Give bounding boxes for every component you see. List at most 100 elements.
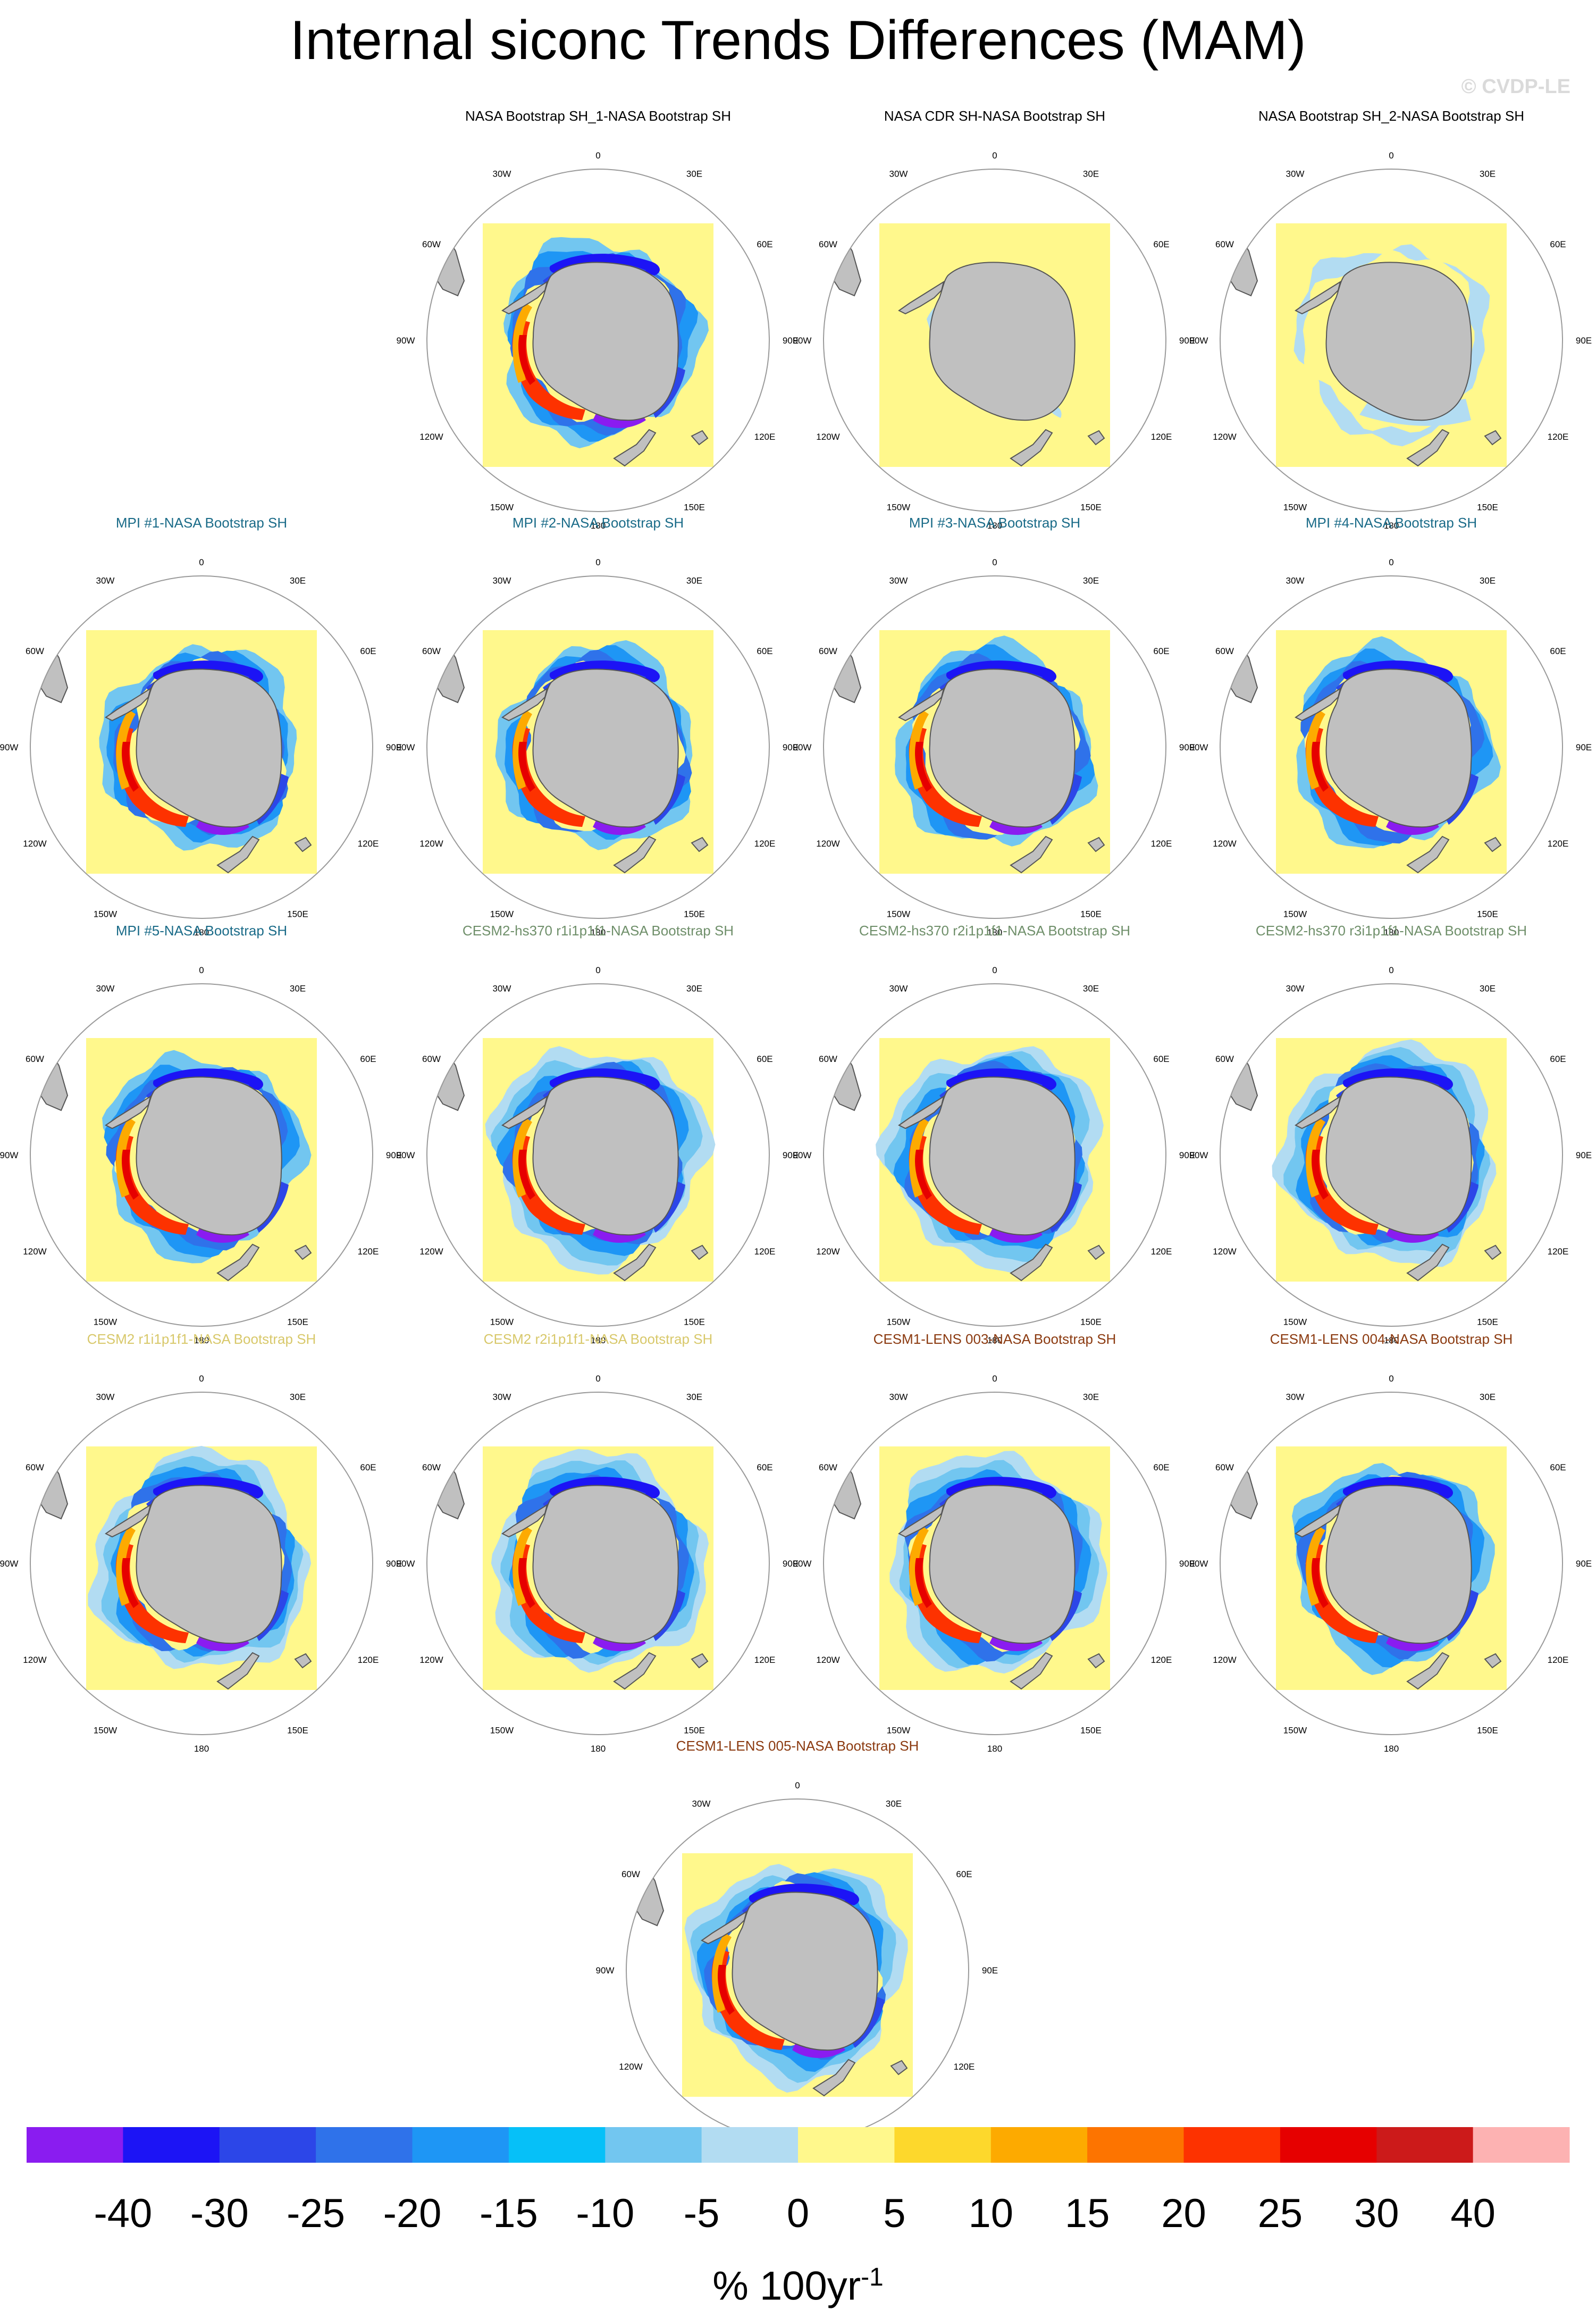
map-boundary-circle [823,575,1166,919]
antarctic-peninsula [1295,687,1341,722]
colorbar-swatch [605,2127,702,2163]
polar-map-panel: 0 30E 60E 90E 120E 150E 180 150W 120W 90W 60W 30W [397,965,799,1345]
lon-label-180: 180 [1384,1744,1399,1754]
colorbar-tick-label: -10 [576,2191,634,2236]
antarctic-peninsula [1295,1503,1341,1538]
lon-label-120e: 120E [1548,1246,1569,1257]
tasmania-landmass [691,836,709,852]
polar-map-panel: 0 30E 60E 90E 120E 150E 180 150W 120W 90W 60W 30W [397,1374,799,1754]
lon-label-0: 0 [199,1374,204,1384]
colorbar-tick-label: 5 [883,2191,905,2236]
lon-label-60w: 60W [819,1054,837,1064]
lon-label-180: 180 [987,927,1002,938]
lon-label-60e: 60E [956,1869,972,1879]
lon-label-60e: 60E [1153,1054,1169,1064]
lon-label-60w: 60W [819,239,837,249]
polar-map-panel: 0 30E 60E 90E 120E 150E 180 150W 120W 90W 60W 30W [0,557,402,938]
concentration-field [513,1118,532,1198]
panel-title: CESM2 r2i1p1f1-NASA Bootstrap SH [483,1331,713,1347]
panel-title: MPI #5-NASA Bootstrap SH [115,923,288,939]
panel-title: MPI #4-NASA Bootstrap SH [1305,515,1477,531]
lon-label-60e: 60E [757,1462,772,1472]
lon-label-30e: 30E [290,576,306,586]
lon-label-180: 180 [591,927,606,938]
lon-label-120w: 120W [419,839,443,849]
panel-title: CESM1-LENS 005-NASA Bootstrap SH [676,1738,919,1754]
lon-label-90e: 90E [1179,1559,1195,1569]
new-zealand-landmass [1406,1243,1450,1282]
lon-label-90w: 90W [793,742,812,752]
lon-label-30e: 30E [290,984,306,994]
panel-title: NASA CDR SH-NASA Bootstrap SH [884,108,1106,124]
concentration-field [915,1150,932,1200]
lon-label-30w: 30W [889,984,908,994]
lon-label-120w: 120W [816,1246,839,1257]
colorbar-tick-label: 25 [1258,2191,1303,2236]
lon-label-120e: 120E [358,1655,379,1665]
lon-label-150e: 150E [1080,1317,1102,1327]
lon-label-150e: 150E [287,909,308,919]
map-boundary-circle [426,575,770,919]
lon-label-60w: 60W [26,1462,44,1472]
lon-label-180: 180 [194,1335,209,1345]
lon-label-30w: 30W [493,576,511,586]
lon-label-120w: 120W [816,1655,839,1665]
concentration-field [1305,726,1379,827]
lon-label-120e: 120E [358,1246,379,1257]
colorbar-swatch [123,2127,220,2163]
concentration-field [115,1542,189,1643]
antarctica-landmass [1325,1076,1472,1236]
lon-label-0: 0 [595,150,600,161]
lon-label-0: 0 [992,557,997,567]
panel-title: MPI #1-NASA Bootstrap SH [115,515,288,531]
lon-label-90e: 90E [1576,742,1592,752]
tasmania-landmass [1484,1244,1502,1260]
antarctica-landmass [1325,262,1472,421]
new-zealand-landmass [1010,835,1053,874]
panel-title: NASA Bootstrap SH_1-NASA Bootstrap SH [465,108,732,124]
polar-map-panel: 0 30E 60E 90E 120E 150E 180 150W 120W 90W 60W 30W [793,557,1196,938]
lon-label-30w: 30W [96,984,115,994]
lon-label-30e: 30E [1480,576,1496,586]
lon-label-60e: 60E [360,1462,376,1472]
concentration-field [115,726,189,827]
lon-label-90e: 90E [386,1559,402,1569]
lon-label-120w: 120W [1213,432,1236,442]
map-boundary-circle [30,983,373,1327]
lon-label-30w: 30W [96,1392,115,1402]
lon-label-180: 180 [1384,521,1399,531]
antarctica-landmass [929,1485,1076,1644]
map-boundary-circle [30,1392,373,1735]
new-zealand-landmass [216,1652,260,1690]
concentration-field [116,1118,136,1198]
map-area [825,629,1110,874]
lon-label-60w: 60W [621,1869,640,1879]
lon-label-60e: 60E [757,239,772,249]
lon-label-150w: 150W [1283,1726,1307,1736]
lon-label-90e: 90E [1576,336,1592,346]
lon-label-90w: 90W [1190,742,1208,752]
lon-label-90e: 90E [1179,742,1195,752]
concentration-field [1306,710,1325,790]
tasmania-landmass [1087,836,1105,852]
colorbar-swatch [1376,2127,1474,2163]
tasmania-landmass [1087,430,1105,446]
lon-label-180: 180 [194,1744,209,1754]
lon-label-60e: 60E [1550,1054,1566,1064]
lon-label-150e: 150E [684,909,705,919]
polar-map-panel: 0 30E 60E 90E 120E 150E 180 150W 120W 90W 60W 30W [0,965,402,1345]
antarctic-peninsula [898,687,945,722]
lon-label-150e: 150E [1080,909,1102,919]
antarctica-landmass [929,262,1076,421]
lon-label-180: 180 [591,521,606,531]
concentration-field [513,1526,532,1606]
lon-label-60e: 60E [757,646,772,656]
lon-label-90e: 90E [1179,1150,1195,1160]
concentration-field [1305,1542,1379,1643]
concentration-field [122,1558,139,1608]
lon-label-30w: 30W [889,1392,908,1402]
lon-label-180: 180 [194,927,209,938]
lon-label-150w: 150W [887,909,910,919]
lon-label-120e: 120E [754,1246,776,1257]
concentration-field [711,1949,785,2050]
